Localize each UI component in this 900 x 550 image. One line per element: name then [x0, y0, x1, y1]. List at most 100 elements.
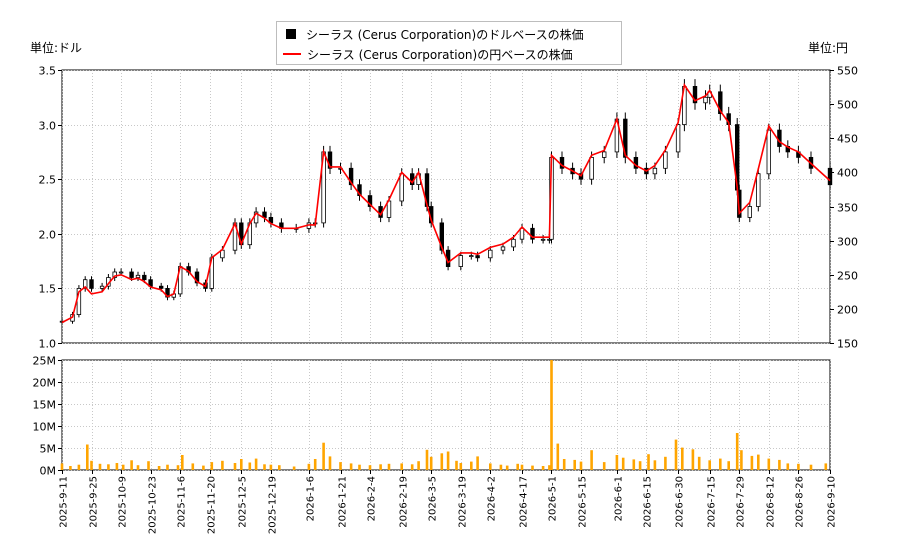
legend-dollar-label: シーラス (Cerus Corporation)のドルベースの株価	[306, 27, 584, 42]
volume-bar	[590, 450, 593, 470]
volume-bar	[740, 450, 743, 470]
volume-bar	[455, 460, 458, 470]
volume-bar	[292, 466, 296, 470]
x-tick-label: 2026-4-2	[487, 476, 498, 521]
volume-bar	[621, 457, 625, 470]
volume-bar	[115, 463, 119, 470]
price-candle-body	[158, 285, 164, 289]
price-candle-body	[756, 173, 761, 207]
x-tick-label: 2026-8-26	[795, 476, 806, 528]
volume-bar	[157, 466, 161, 470]
volume-bar	[307, 463, 311, 470]
x-tick-label: 2026-2-19	[399, 476, 410, 528]
volume-bar	[410, 464, 414, 470]
right-axis-unit: 単位:円	[808, 41, 849, 55]
volume-bar	[425, 449, 429, 470]
price-candle-body	[652, 167, 658, 175]
volume-bar	[429, 456, 433, 470]
right-y-tick-label: 350	[837, 202, 858, 215]
right-y-tick-label: 450	[837, 133, 858, 146]
volume-bar	[322, 442, 325, 470]
price-candle-body	[475, 255, 480, 259]
x-tick-label: 2026-6-1	[614, 476, 625, 521]
volume-bar	[735, 433, 739, 470]
x-tick-label: 2026-7-15	[707, 476, 718, 528]
volume-bar	[278, 465, 281, 470]
price-candle-body	[540, 238, 546, 241]
volume-bar	[98, 463, 102, 470]
price-candle-body	[367, 195, 373, 207]
price-candle-body	[89, 279, 94, 289]
volume-bar	[786, 463, 790, 470]
left-y-tick-label: 3.5	[39, 65, 57, 78]
right-y-tick-label: 400	[837, 167, 858, 180]
price-candle-body	[519, 227, 525, 240]
right-y-tick-label: 300	[837, 236, 858, 249]
price-candle-body	[83, 279, 88, 289]
right-y-tick-label: 550	[837, 65, 858, 78]
volume-bar	[263, 464, 266, 470]
right-y-tick-label: 250	[837, 270, 858, 283]
volume-bar	[121, 464, 125, 470]
volume-bar	[505, 465, 509, 470]
volume-bar	[531, 465, 534, 470]
volume-bar	[520, 464, 524, 470]
legend-candle-swatch	[286, 29, 296, 39]
volume-bar	[653, 460, 657, 470]
volume-bar	[269, 464, 273, 470]
left-y-tick-label: 1.0	[39, 338, 57, 351]
volume-bar	[176, 465, 180, 470]
price-candle-body	[777, 129, 782, 147]
legend-item-dollar: シーラス (Cerus Corporation)のドルベースの株価	[283, 24, 584, 44]
volume-bar	[647, 454, 650, 470]
volume-bar	[750, 455, 754, 470]
volume-bar	[240, 459, 243, 470]
x-tick-label: 2026-1-6	[306, 476, 317, 521]
x-tick-label: 2025-12-19	[268, 476, 279, 534]
x-tick-label: 2025-10-9	[118, 476, 129, 528]
x-tick-label: 2026-3-19	[458, 476, 469, 528]
volume-bar	[77, 464, 81, 470]
volume-bar	[541, 466, 545, 470]
volume-bar	[221, 460, 224, 470]
price-candle-body	[348, 167, 354, 186]
price-candle-body	[623, 118, 628, 158]
volume-bar	[489, 463, 492, 470]
x-tick-label: 2026-9-10	[827, 476, 838, 528]
volume-bar	[664, 456, 667, 470]
volume-bar	[130, 460, 133, 470]
volume-bar	[400, 463, 403, 470]
volume-bar	[313, 459, 317, 470]
price-candle-body	[692, 86, 698, 104]
volume-bar	[417, 461, 420, 470]
volume-y-tick-label: 15M	[33, 399, 57, 412]
volume-bar	[824, 463, 828, 470]
volume-bar	[60, 463, 64, 470]
price-candle-body	[530, 227, 535, 240]
volume-bar	[459, 463, 463, 470]
price-candle-body	[511, 238, 516, 248]
volume-bar	[602, 462, 606, 470]
price-candle-body	[327, 151, 333, 169]
price-candle-body	[458, 255, 463, 267]
x-tick-label: 2025-9-25	[89, 476, 100, 528]
volume-bar	[339, 462, 342, 470]
volume-bar	[328, 456, 332, 470]
x-tick-label: 2025-11-6	[177, 476, 188, 528]
volume-bar	[248, 462, 252, 470]
volume-bar	[499, 464, 503, 470]
volume-bar	[638, 461, 642, 470]
price-candle-body	[500, 246, 506, 251]
x-tick-label: 2026-2-4	[367, 476, 378, 521]
x-tick-label: 2026-5-1	[548, 476, 559, 521]
price-candle-body	[399, 173, 404, 202]
x-tick-label: 2025-9-11	[59, 476, 70, 528]
volume-bar	[719, 458, 722, 470]
volume-bar	[90, 460, 93, 470]
volume-bar	[579, 461, 583, 470]
price-candle-body	[589, 156, 594, 180]
volume-bar	[573, 459, 576, 470]
left-axis-unit: 単位:ドル	[30, 41, 83, 55]
volume-bar	[446, 451, 450, 470]
volume-bar	[147, 461, 150, 470]
